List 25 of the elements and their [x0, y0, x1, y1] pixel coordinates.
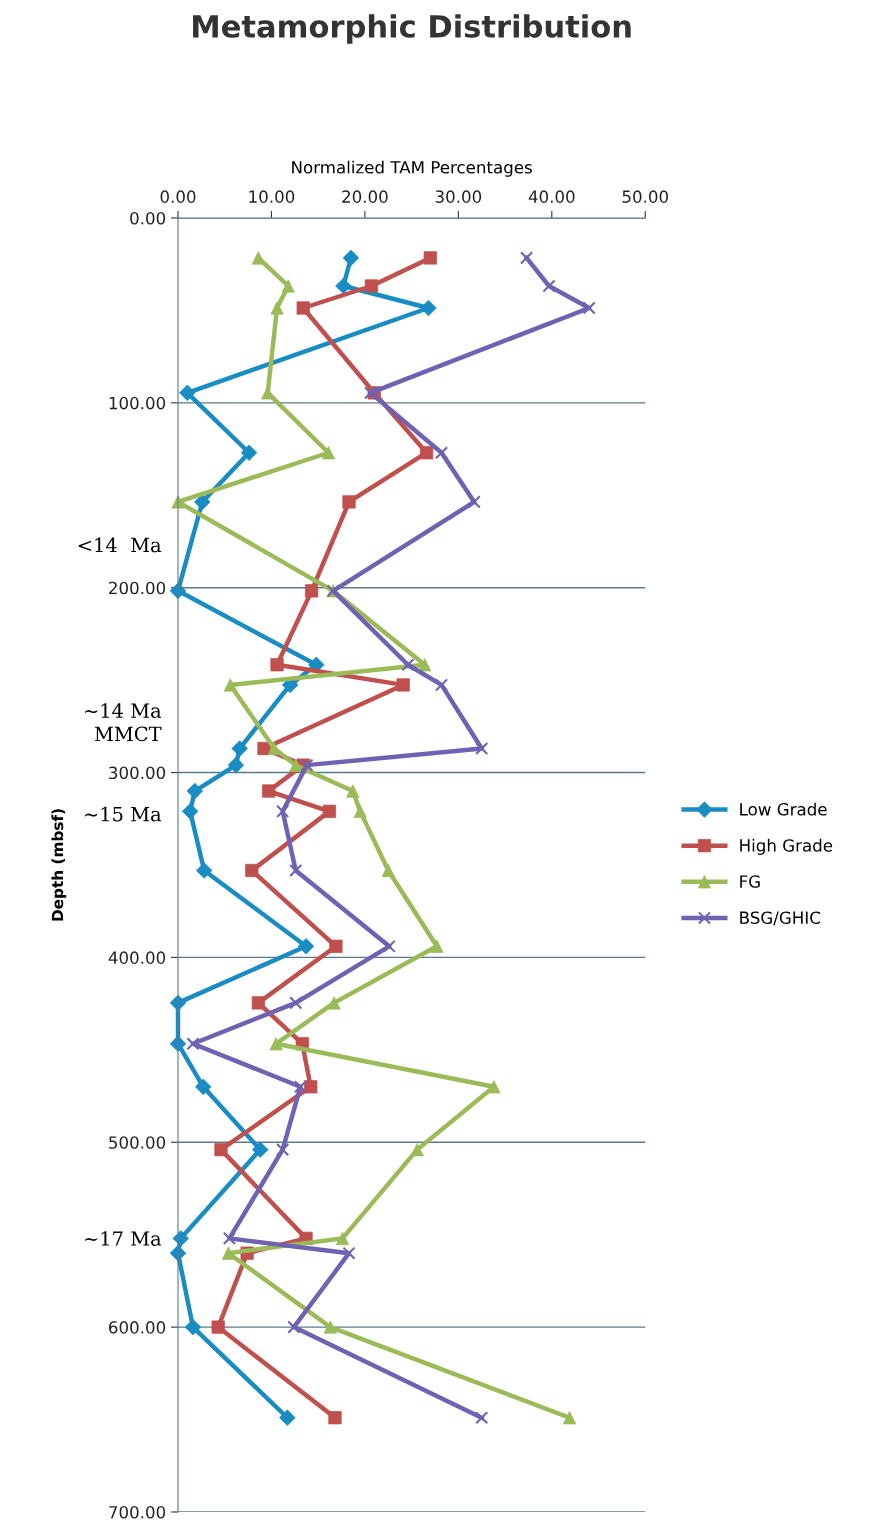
x-tick-label: 0.00 [160, 190, 196, 203]
chart-title: Metamorphic Distribution [193, 14, 631, 44]
legend-label: BSG/GHIC [740, 911, 820, 926]
y-tick-label: 300.00 [109, 766, 166, 780]
y-tick-label: 700.00 [109, 1505, 166, 1519]
y-tick-label: 500.00 [109, 1136, 166, 1149]
x-tick-label: 40.00 [528, 190, 575, 203]
text: <14 Ma [78, 537, 162, 553]
x-tick-label: 20.00 [342, 190, 388, 203]
y-tick-label: 400.00 [108, 951, 166, 964]
y-tick-label: 200.00 [109, 581, 166, 595]
x-axis-title: Normalized TAM Percentages [292, 160, 532, 177]
y-axis-title: Depth (mbsf) [51, 809, 67, 921]
legend-label: High Grade [740, 838, 833, 855]
text: ~15 Ma [84, 806, 162, 822]
legend-label: FG [740, 875, 760, 888]
text: ~17 Ma [84, 1231, 162, 1246]
y-tick-label: 100.00 [109, 396, 166, 410]
text: ~14 Ma MMCT [84, 703, 162, 742]
x-tick-label: 50.00 [622, 190, 668, 203]
legend-label: Low Grade [740, 802, 827, 816]
y-tick-label: 0.00 [130, 211, 166, 225]
x-tick-label: 30.00 [435, 190, 482, 203]
y-tick-label: 600.00 [109, 1321, 166, 1334]
x-tick-label: 10.00 [249, 190, 295, 203]
